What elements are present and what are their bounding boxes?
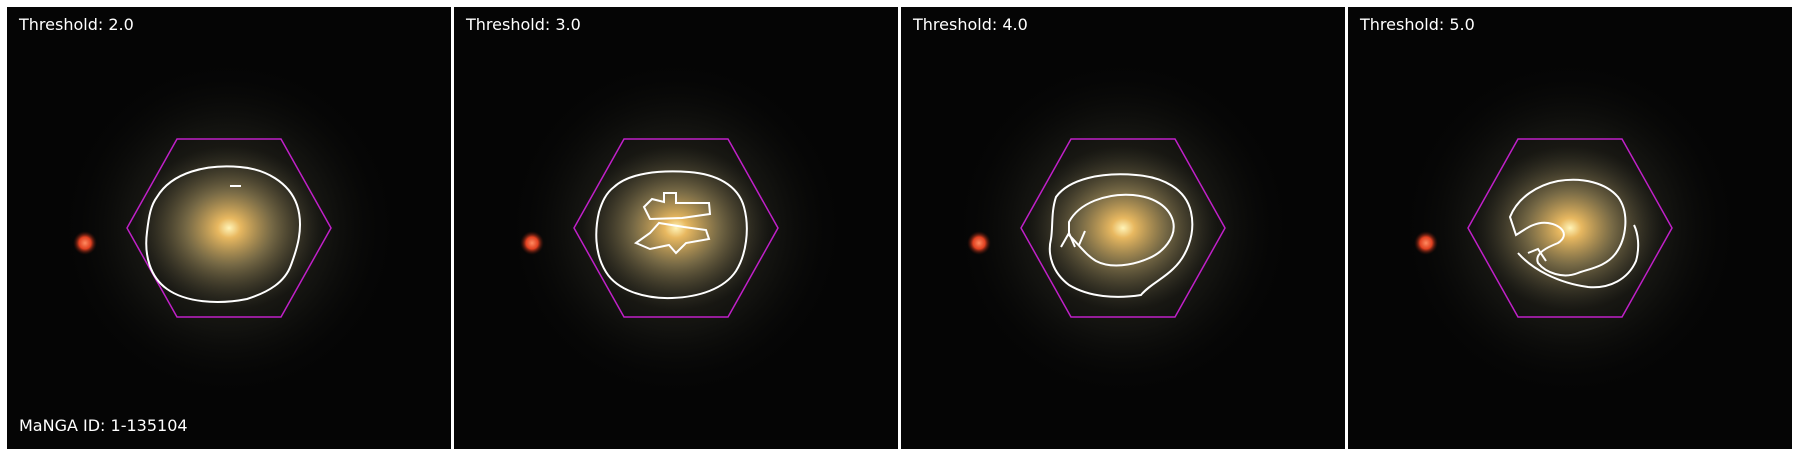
foreground-star bbox=[520, 231, 544, 255]
contour bbox=[1068, 193, 1175, 267]
foreground-star bbox=[1414, 231, 1438, 255]
galaxy-image bbox=[454, 7, 898, 449]
panel-threshold-2: Threshold: 2.0 MaNGA ID: 1-135104 bbox=[7, 7, 451, 449]
foreground-star bbox=[73, 231, 97, 255]
ifu-hexagon bbox=[573, 138, 779, 318]
panel-threshold-5: Threshold: 5.0 bbox=[1348, 7, 1792, 449]
contour bbox=[1048, 173, 1194, 298]
threshold-label: Threshold: 3.0 bbox=[466, 15, 581, 34]
ifu-hexagon bbox=[1020, 138, 1226, 318]
galaxy-image bbox=[7, 7, 451, 449]
foreground-star bbox=[967, 231, 991, 255]
ifu-hexagon bbox=[1467, 138, 1673, 318]
contour bbox=[1517, 224, 1640, 289]
threshold-label: Threshold: 5.0 bbox=[1360, 15, 1475, 34]
galaxy-image bbox=[1348, 7, 1792, 449]
contour bbox=[595, 170, 748, 300]
threshold-label: Threshold: 2.0 bbox=[19, 15, 134, 34]
threshold-label: Threshold: 4.0 bbox=[913, 15, 1028, 34]
contour bbox=[633, 221, 711, 255]
galaxy-image bbox=[901, 7, 1345, 449]
ifu-hexagon bbox=[126, 138, 332, 318]
contour bbox=[642, 192, 712, 221]
panel-threshold-3: Threshold: 3.0 bbox=[454, 7, 898, 449]
contour bbox=[145, 165, 301, 303]
panel-threshold-4: Threshold: 4.0 bbox=[901, 7, 1345, 449]
contour bbox=[1508, 178, 1627, 277]
manga-id-label: MaNGA ID: 1-135104 bbox=[19, 416, 188, 435]
